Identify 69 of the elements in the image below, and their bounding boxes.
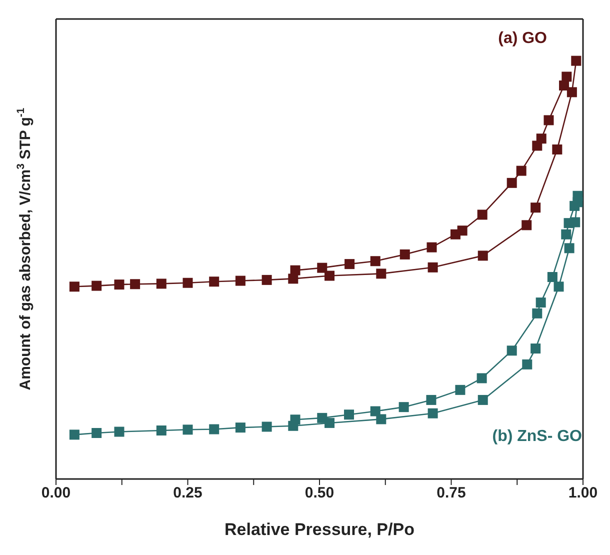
x-axis-title: Relative Pressure, P/Po (224, 520, 414, 539)
x-tick-label: 0.25 (173, 484, 202, 502)
point (564, 218, 574, 228)
point (235, 276, 246, 286)
point (570, 200, 580, 211)
x-tick-label: 0.50 (304, 484, 334, 502)
point (530, 344, 541, 354)
point (522, 220, 532, 230)
point (476, 373, 487, 384)
point (344, 259, 355, 270)
point (398, 402, 409, 412)
point (114, 426, 124, 437)
point (317, 412, 328, 423)
point (562, 72, 572, 82)
point (209, 424, 220, 434)
point (344, 410, 354, 420)
point (324, 270, 335, 281)
point (182, 278, 193, 288)
point (69, 282, 80, 292)
point (156, 278, 166, 289)
point (559, 80, 570, 90)
x-tick-label: 1.00 (568, 484, 598, 502)
point (516, 166, 526, 176)
point (426, 242, 437, 252)
point (566, 87, 577, 98)
point (130, 279, 140, 290)
point (506, 178, 517, 188)
point (370, 406, 380, 416)
point (428, 408, 438, 418)
point (478, 394, 488, 405)
point (426, 394, 436, 405)
point (290, 414, 300, 425)
point (114, 280, 124, 290)
point (522, 359, 532, 370)
point (544, 115, 554, 126)
point (92, 428, 102, 438)
point (571, 56, 582, 66)
point (262, 274, 272, 285)
point (554, 282, 564, 292)
point (262, 422, 272, 432)
point (400, 249, 410, 260)
point (428, 262, 438, 272)
point (69, 430, 80, 440)
point (478, 250, 488, 261)
series-label: (b) ZnS- GO (492, 428, 582, 446)
series-label: (a) GO (498, 30, 547, 48)
x-tick-label: 0.75 (436, 484, 466, 502)
point (450, 229, 460, 240)
x-tick-label: 0.00 (41, 484, 71, 502)
point (156, 425, 166, 436)
point (547, 272, 558, 282)
point (530, 202, 541, 213)
point (290, 265, 300, 276)
point (376, 268, 386, 279)
point (532, 308, 542, 318)
point (455, 384, 466, 395)
point (182, 424, 193, 435)
point (536, 298, 546, 308)
point (235, 422, 246, 433)
point (532, 140, 542, 151)
point (477, 210, 488, 220)
point (506, 346, 517, 356)
point (561, 229, 572, 240)
point (370, 256, 380, 266)
point (209, 276, 220, 287)
point (92, 280, 102, 291)
point (564, 243, 574, 254)
point (317, 262, 328, 273)
point (552, 144, 562, 154)
